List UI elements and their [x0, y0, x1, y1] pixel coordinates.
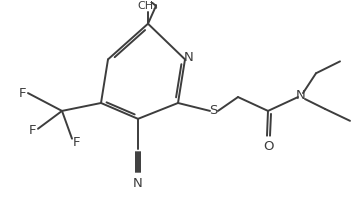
Text: N: N — [296, 89, 306, 101]
Text: F: F — [73, 136, 81, 149]
Text: O: O — [263, 140, 273, 153]
Text: S: S — [209, 104, 217, 117]
Text: N: N — [184, 51, 194, 64]
Text: F: F — [29, 124, 37, 137]
Text: N: N — [133, 177, 143, 190]
Text: F: F — [19, 87, 27, 100]
Text: CH₃: CH₃ — [138, 1, 158, 11]
